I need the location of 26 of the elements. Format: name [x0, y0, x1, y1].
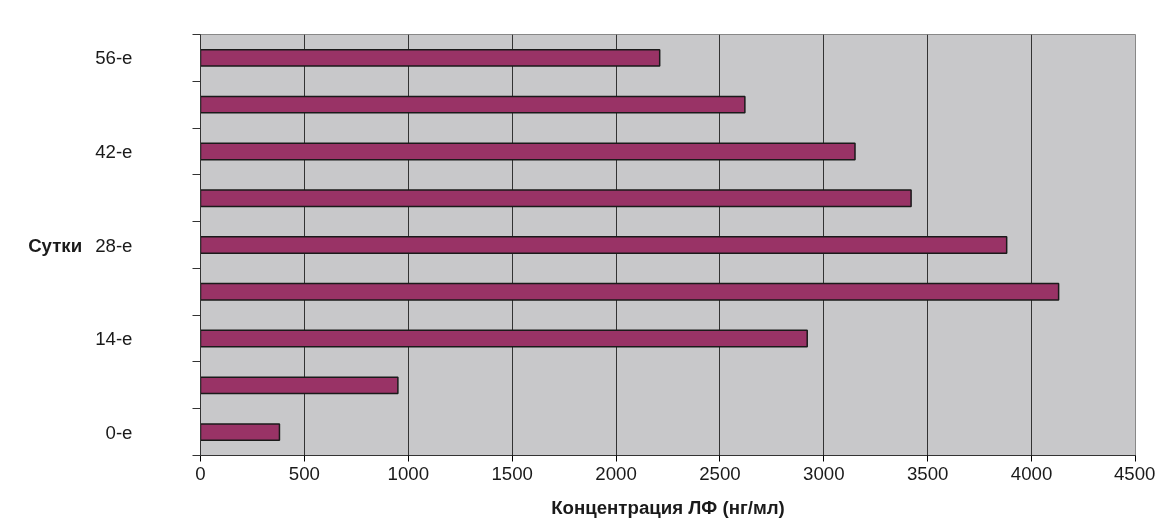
bar [200, 189, 912, 208]
bar [200, 48, 661, 67]
y-axis-title: Сутки [28, 234, 83, 256]
y-tick-label: 28-е [95, 234, 133, 256]
x-tick-label: 500 [288, 462, 320, 484]
y-tick-label: 0-е [105, 421, 133, 443]
bar [200, 236, 1008, 254]
bar [200, 329, 808, 348]
x-tick-label: 0 [195, 462, 206, 484]
y-tick-label: 56-е [95, 47, 133, 69]
bar [200, 376, 399, 395]
y-tick-label: 14-е [95, 328, 133, 350]
bar [200, 95, 746, 114]
x-tick-label: 4500 [1114, 462, 1156, 484]
x-tick-label: 4000 [1010, 462, 1053, 484]
x-tick-label: 1500 [491, 462, 533, 484]
bar [200, 423, 281, 442]
x-tick-label: 3500 [906, 462, 949, 484]
x-axis-title: Концентрация ЛФ (нг/мл) [551, 496, 785, 518]
y-tick-label: 42-е [95, 140, 133, 162]
bar [200, 282, 1060, 301]
x-tick-label: 2500 [699, 462, 741, 484]
x-tick-label: 1000 [387, 462, 430, 484]
bar [200, 142, 856, 161]
x-tick-label: 3000 [803, 462, 845, 484]
x-tick-label: 2000 [595, 462, 637, 484]
